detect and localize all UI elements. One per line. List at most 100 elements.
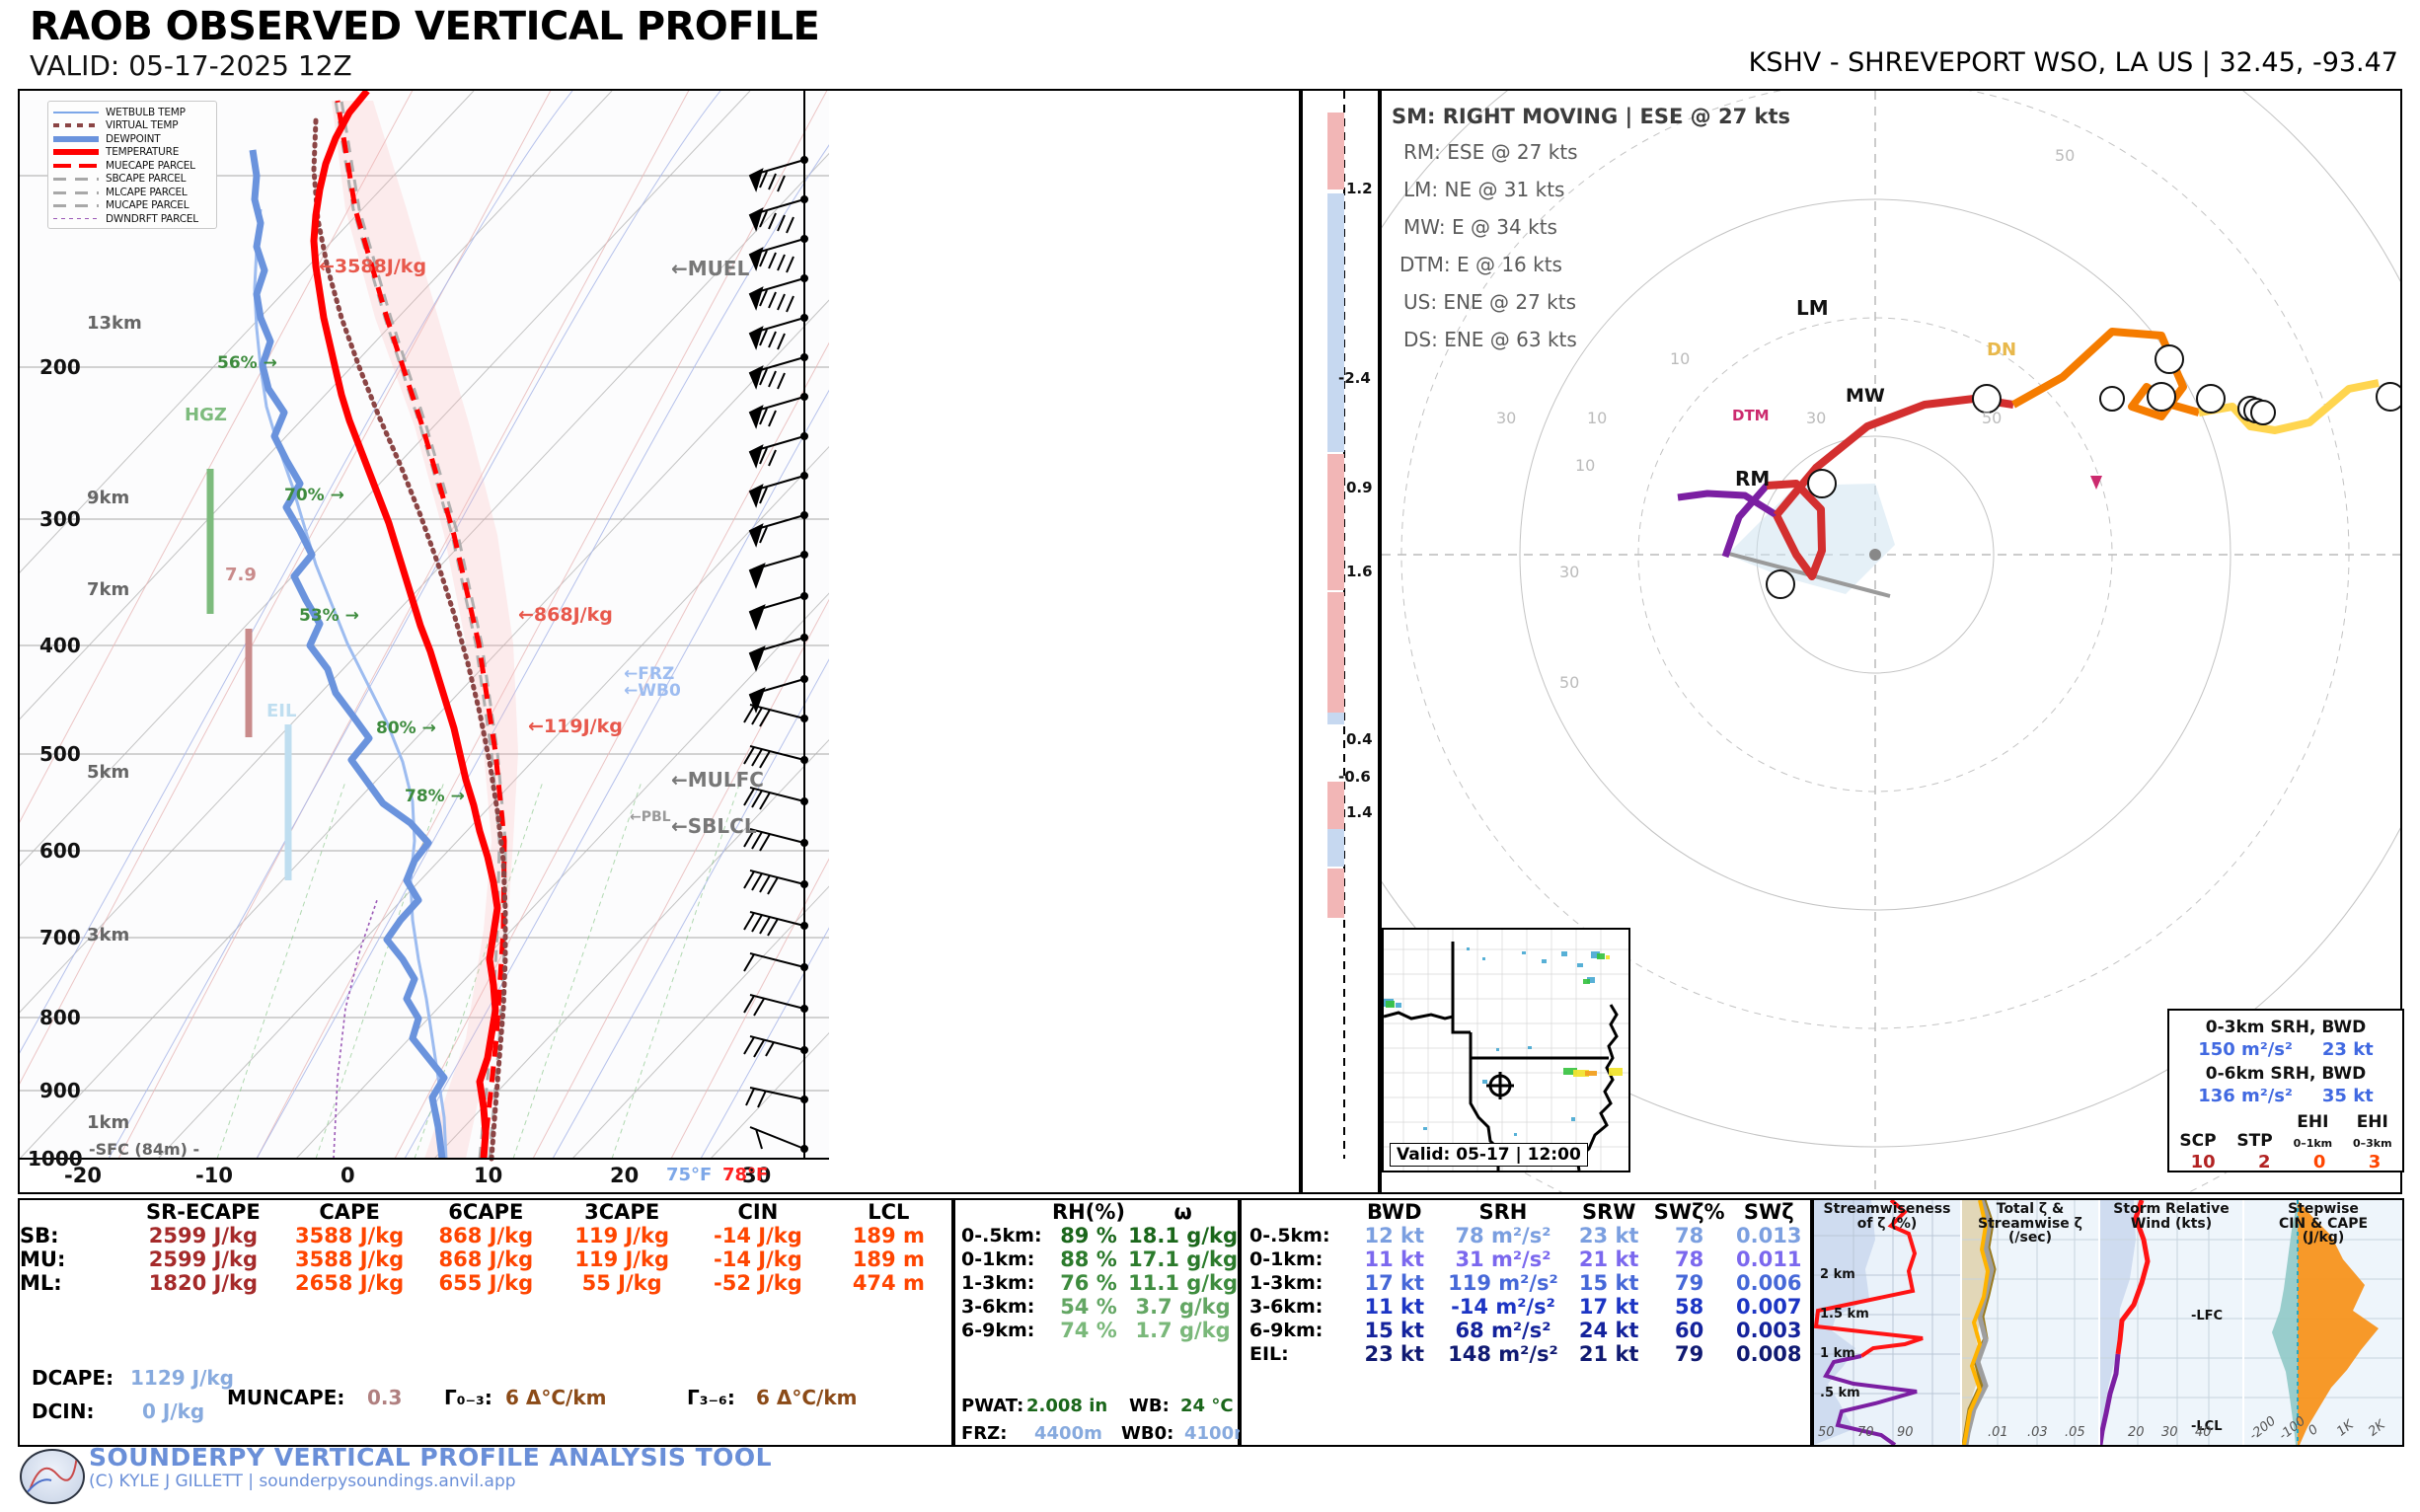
omega-value: 1.4: [1346, 803, 1373, 821]
mlcape-swatch: [53, 188, 99, 197]
pressure-tick: 300: [39, 507, 81, 531]
row-label-6-9km: 6-9km:: [1249, 1320, 1323, 1341]
plot-xtick: .01: [1988, 1425, 2008, 1440]
sb-cape: 3588 J/kg: [294, 1224, 405, 1247]
hodo-point-mw: MW: [1846, 385, 1885, 407]
bwd-eil: 23 kt: [1364, 1342, 1425, 1366]
swzpct-eil: 79: [1675, 1342, 1704, 1366]
legend-label: DWNDRFT PARCEL: [106, 212, 198, 225]
height-tick: 1km: [87, 1112, 130, 1133]
swz-0-05km: 0.013: [1736, 1224, 1802, 1247]
skewt-svg: [20, 91, 1299, 1192]
mini-plot-total-streamwise-zeta[interactable]: Total ζ & Streamwise ζ (/sec) .01 .03 .05: [1962, 1200, 2102, 1445]
table-row: 0-1km: 88 % 17.1 g/kg: [955, 1247, 1238, 1271]
row-label-0-05km: 0-.5km:: [961, 1225, 1042, 1247]
sfc-temp2-f: 78°F: [722, 1165, 769, 1185]
wb0-label: ←WB0: [624, 681, 681, 701]
rh-label: 80% →: [376, 718, 436, 738]
storm-motion-rm: RM: ESE @ 27 kts: [1403, 140, 1578, 164]
rh-label: 70% →: [284, 486, 344, 505]
hodo-ring-label: 50: [1559, 673, 1580, 692]
plot-title-stepwise: Stepwise CIN & CAPE (J/kg): [2278, 1201, 2369, 1247]
legend-item: TEMPERATURE: [53, 146, 211, 160]
sbcape-swatch: [53, 174, 99, 184]
hodo-ring-label: 50: [2055, 146, 2076, 165]
row-label-ml: ML:: [20, 1271, 62, 1295]
legend-label: MLCAPE PARCEL: [106, 186, 188, 198]
row-label-mu: MU:: [20, 1247, 66, 1271]
stp-label: STP: [2236, 1131, 2273, 1151]
col-cape: CAPE: [319, 1200, 380, 1224]
storm-motion-us: US: ENE @ 27 kts: [1403, 290, 1577, 314]
srw-1-3km: 15 kt: [1578, 1271, 1639, 1295]
cape-label: ←119J/kg: [528, 716, 623, 737]
mini-plot-storm-relative-wind[interactable]: Storm Relative Wind (kts) -LFC -LCL 20 30…: [2100, 1200, 2246, 1445]
wind-barbs: [743, 156, 808, 1153]
hodo-ring-label: 10: [1575, 456, 1596, 475]
stp-value: 2: [2258, 1152, 2271, 1172]
mu-cape: 3588 J/kg: [294, 1247, 405, 1271]
plot-xtick: 90: [1897, 1425, 1914, 1440]
legend-label: SBCAPE PARCEL: [106, 173, 187, 186]
mu-cin: -14 J/kg: [714, 1247, 802, 1271]
srh-0-6-value: 136 m²/s²: [2198, 1086, 2293, 1106]
muncape-label: MUNCAPE:: [227, 1386, 345, 1409]
table-row: 6-9km: 15 kt 68 m²/s² 24 kt 60 0.003: [1242, 1319, 1810, 1342]
pressure-tick: 1000: [28, 1147, 83, 1171]
footer-title: SOUNDERPY VERTICAL PROFILE ANALYSIS TOOL: [89, 1443, 773, 1472]
rh-3-6km: 54 %: [1060, 1295, 1117, 1319]
kinematics-panel: BWD SRH SRW SWζ% SWζ 0-.5km: 12 kt 78 m²…: [1240, 1198, 1812, 1447]
srh-3-6km: -14 m²/s²: [1451, 1295, 1555, 1319]
mucape-swatch: [53, 200, 99, 210]
pressure-tick: 900: [39, 1079, 81, 1102]
plot-xtick: 50: [1818, 1425, 1835, 1440]
legend-label: VIRTUAL TEMP: [106, 119, 179, 132]
bwd-3-6km: 11 kt: [1364, 1295, 1425, 1319]
hodo-ring-label: 30: [1496, 409, 1517, 427]
storm-motion-dtm: DTM: E @ 16 kts: [1399, 253, 1562, 276]
mini-plot-streamwiseness[interactable]: Streamwiseness of ζ (%) 2 km 1.5 km 1 km …: [1814, 1200, 1964, 1445]
omega-value: 1.2: [1346, 180, 1373, 197]
table-row: MU: 2599 J/kg 3588 J/kg 868 J/kg 119 J/k…: [20, 1247, 951, 1271]
height-tick: 9km: [87, 488, 130, 508]
swzpct-0-05km: 78: [1675, 1224, 1704, 1247]
wb-label: WB:: [1129, 1396, 1170, 1416]
ehi-0-3-sub: 0–3km: [2352, 1137, 2392, 1150]
legend-item: MUECAPE PARCEL: [53, 159, 211, 173]
height-tick: 5km: [87, 762, 130, 783]
ml-3cape: 55 J/kg: [581, 1271, 662, 1295]
col-srh: SRH: [1478, 1200, 1528, 1224]
temperature-line: [310, 91, 501, 1160]
frz-label: ←FRZ: [624, 664, 675, 684]
ehi-0-1-label: EHI: [2297, 1112, 2329, 1132]
col-3cape: 3CAPE: [584, 1200, 660, 1224]
dwndrft-swatch: [53, 214, 99, 224]
dcape-value: 1129 J/kg: [130, 1366, 234, 1390]
w-0-1km: 17.1 g/kg: [1128, 1247, 1238, 1271]
mini-plot-stepwise-cin-cape[interactable]: Stepwise CIN & CAPE (J/kg) -200 -100 0 1K …: [2244, 1200, 2402, 1445]
col-rh: RH(%): [1051, 1200, 1125, 1224]
bwd-0-6-value: 35 kt: [2321, 1086, 2374, 1106]
bwd-0-05km: 12 kt: [1364, 1224, 1425, 1247]
pressure-tick: 700: [39, 926, 81, 949]
rh-0-1km: 88 %: [1060, 1247, 1117, 1271]
sounderpy-logo: [20, 1449, 85, 1504]
ml-cape: 2658 J/kg: [294, 1271, 405, 1295]
radar-inset-map[interactable]: Valid: 05-17 | 12:00: [1382, 928, 1630, 1172]
swz-1-3km: 0.006: [1736, 1271, 1802, 1295]
legend-label: MUECAPE PARCEL: [106, 159, 195, 172]
table-row: 0-1km: 11 kt 31 m²/s² 21 kt 78 0.011: [1242, 1247, 1810, 1271]
legend-item: MLCAPE PARCEL: [53, 186, 211, 199]
dewpoint-line: [249, 149, 448, 1160]
skewt-diagram[interactable]: WETBULB TEMP VIRTUAL TEMP DEWPOINT TEMPE…: [18, 89, 1301, 1194]
wetbulb-swatch: [53, 108, 99, 117]
temp-tick: 20: [610, 1164, 640, 1187]
mini-plots-panel: Streamwiseness of ζ (%) 2 km 1.5 km 1 km …: [1812, 1198, 2404, 1447]
frz-value: 4400m: [1034, 1423, 1102, 1444]
swz-0-1km: 0.011: [1736, 1247, 1802, 1271]
legend-item: MUCAPE PARCEL: [53, 199, 211, 213]
omega-value: -0.6: [1338, 768, 1371, 786]
plot-xtick: 70: [1857, 1425, 1874, 1440]
cape-shading: [332, 101, 518, 1159]
scp-label: SCP: [2179, 1131, 2217, 1151]
